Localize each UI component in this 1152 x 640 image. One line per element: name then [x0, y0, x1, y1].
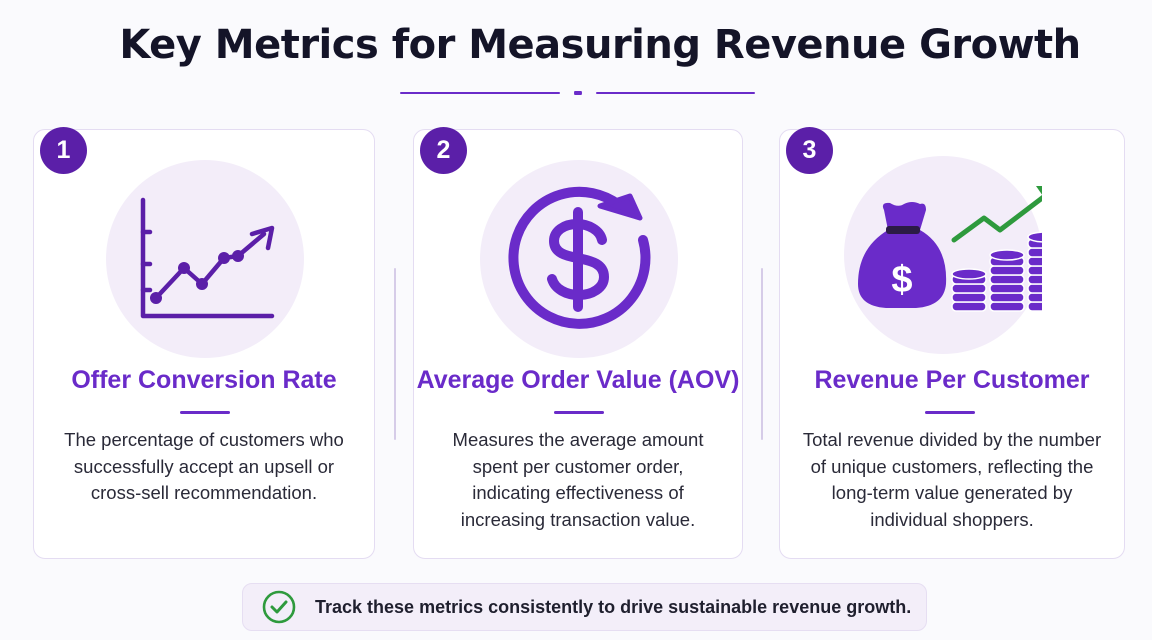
card-title: Offer Conversion Rate	[71, 366, 337, 394]
svg-text:$: $	[891, 259, 912, 301]
card-number-badge: 1	[40, 127, 87, 174]
card-title-underline	[925, 411, 975, 414]
card-separator	[394, 268, 396, 440]
card-number-badge: 3	[786, 127, 833, 174]
metric-card-2: 2 Average Order Value (AOV) Measures the…	[413, 127, 743, 559]
card-description: Total revenue divided by the number of u…	[802, 429, 1102, 530]
dollar-circular-arrow-icon	[508, 186, 651, 329]
metric-card-3: 3 $	[779, 127, 1125, 559]
page-title: Key Metrics for Measuring Revenue Growth	[119, 22, 1081, 68]
card-title-underline	[180, 411, 230, 414]
card-title: Revenue Per Customer	[814, 366, 1090, 394]
card-title-underline	[554, 411, 604, 414]
card-description: Measures the average amount spent per cu…	[452, 429, 704, 530]
card-description: The percentage of customers who successf…	[64, 429, 344, 503]
money-bag-coins-growth-icon: $	[858, 186, 1042, 312]
title-divider	[400, 91, 755, 95]
icon-circle	[106, 160, 304, 358]
footer-text: Track these metrics consistently to driv…	[315, 597, 912, 617]
icon-circle: $	[844, 156, 1042, 354]
card-number-badge: 2	[420, 127, 467, 174]
check-circle-icon	[262, 590, 296, 624]
line-chart-trend-up-icon	[140, 197, 275, 319]
card-title: Average Order Value (AOV)	[416, 366, 740, 394]
metric-card-1: 1 Offer Conversion Rate The percentage o…	[33, 127, 375, 559]
icon-circle	[480, 160, 678, 358]
footer-banner: Track these metrics consistently to driv…	[242, 583, 927, 631]
card-separator	[761, 268, 763, 440]
